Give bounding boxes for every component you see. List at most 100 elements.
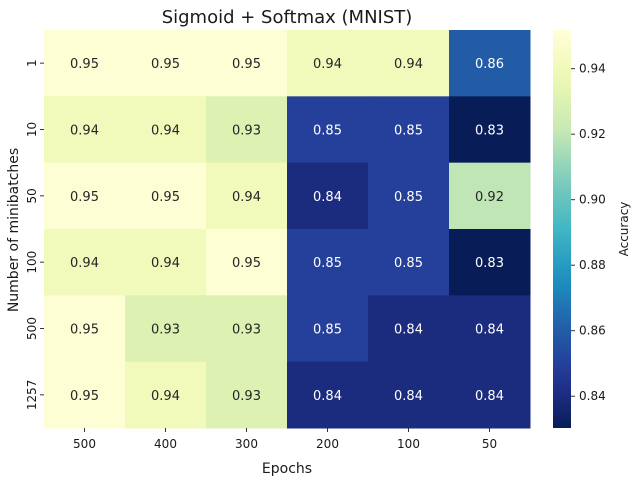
heatmap-cell	[125, 295, 207, 363]
heatmap-cell	[206, 229, 288, 296]
heatmap-cell-label: 0.85	[394, 190, 423, 205]
heatmap-cell-label: 0.86	[475, 57, 504, 72]
heatmap-cell	[44, 96, 126, 164]
heatmap-cell	[125, 96, 207, 164]
heatmap-cell	[368, 96, 450, 164]
heatmap-cell	[44, 229, 126, 296]
heatmap-cell	[44, 361, 126, 429]
heatmap-cell	[44, 162, 126, 230]
heatmap-cell-label: 0.94	[151, 124, 180, 139]
heatmap-cell-label: 0.84	[475, 389, 504, 404]
colorbar-tick-label: 0.90	[579, 193, 606, 207]
y-axis-ticks: 1 10 50 100 500 1257	[25, 59, 44, 410]
x-tick-label: 200	[316, 437, 339, 451]
heatmap-cell-label: 0.85	[313, 124, 342, 139]
heatmap-cell	[449, 30, 531, 97]
heatmap-cell	[125, 30, 207, 97]
heatmap-cell	[206, 162, 288, 230]
y-tick-label: 100	[25, 251, 39, 274]
heatmap-cell	[449, 295, 531, 363]
heatmap-cell-label: 0.85	[394, 124, 423, 139]
heatmap-cell-label: 0.85	[313, 256, 342, 271]
heatmap-cell-label: 0.95	[70, 323, 99, 338]
heatmap-cell	[449, 162, 531, 230]
heatmap-cell	[206, 361, 288, 429]
heatmap-cell-label: 0.84	[394, 389, 423, 404]
heatmap-cell	[44, 295, 126, 363]
heatmap-cell-label: 0.84	[313, 190, 342, 205]
heatmap-cell-label: 0.95	[151, 57, 180, 72]
heatmap-cell-label: 0.95	[232, 256, 261, 271]
heatmap-cell-label: 0.95	[232, 57, 261, 72]
colorbar-tick-label: 0.92	[579, 127, 606, 141]
colorbar-tick-label: 0.86	[579, 324, 606, 338]
heatmap-cell-label: 0.95	[70, 389, 99, 404]
heatmap-cell-label: 0.95	[70, 190, 99, 205]
x-tick-label: 300	[235, 437, 258, 451]
heatmap-cell-label: 0.94	[70, 124, 99, 139]
heatmap-cell	[368, 229, 450, 296]
heatmap-cell	[125, 361, 207, 429]
heatmap-cell-label: 0.95	[70, 57, 99, 72]
heatmap-cells	[44, 30, 531, 429]
y-tick-label: 50	[25, 188, 39, 203]
x-axis-label: Epochs	[262, 461, 312, 477]
colorbar: 0.84 0.86 0.88 0.90 0.92 0.94 Accuracy	[553, 30, 631, 428]
heatmap-cell-label: 0.93	[232, 124, 261, 139]
heatmap-cell	[206, 96, 288, 164]
y-axis-label: Number of minibatches	[6, 148, 22, 312]
heatmap-cell-label: 0.84	[475, 323, 504, 338]
colorbar-tick-label: 0.88	[579, 258, 606, 272]
heatmap-cell	[449, 361, 531, 429]
heatmap-cell	[287, 30, 369, 97]
heatmap-cell	[44, 30, 126, 97]
y-tick-label: 1	[25, 59, 39, 67]
colorbar-gradient	[553, 30, 571, 428]
heatmap-cell	[449, 96, 531, 164]
heatmap-cell-label: 0.85	[394, 256, 423, 271]
heatmap-cell	[206, 295, 288, 363]
x-tick-label: 50	[482, 437, 497, 451]
x-axis-ticks: 500 400 300 200 100 50	[73, 428, 497, 451]
heatmap-cell	[368, 30, 450, 97]
colorbar-tick-label: 0.94	[579, 62, 606, 76]
heatmap-cell	[287, 229, 369, 296]
heatmap-cell-label: 0.84	[313, 389, 342, 404]
heatmap-cell	[125, 162, 207, 230]
y-tick-label: 10	[25, 122, 39, 137]
heatmap-cell-label: 0.94	[151, 389, 180, 404]
heatmap-cell-label: 0.94	[232, 190, 261, 205]
colorbar-label: Accuracy	[617, 202, 631, 257]
heatmap-cell	[287, 295, 369, 363]
heatmap-cell-label: 0.83	[475, 256, 504, 271]
y-tick-label: 500	[25, 317, 39, 340]
heatmap-cell-label: 0.84	[394, 323, 423, 338]
x-tick-label: 500	[73, 437, 96, 451]
heatmap-cell	[287, 162, 369, 230]
heatmap-cell-label: 0.92	[475, 190, 504, 205]
heatmap-cell-label: 0.94	[151, 256, 180, 271]
heatmap-cell	[287, 96, 369, 164]
heatmap-cell-label: 0.93	[232, 389, 261, 404]
heatmap-cell	[125, 229, 207, 296]
heatmap-cell-label: 0.85	[313, 323, 342, 338]
heatmap-cell-labels: 0.95 0.95 0.95 0.94 0.94 0.86 0.94 0.94 0.93 0.85…	[70, 57, 504, 404]
chart-title: Sigmoid + Softmax (MNIST)	[162, 7, 413, 28]
y-tick-label: 1257	[25, 380, 39, 411]
colorbar-tick-label: 0.84	[579, 389, 606, 403]
heatmap-cell-label: 0.94	[70, 256, 99, 271]
heatmap-cell	[368, 361, 450, 429]
heatmap-cell-label: 0.94	[313, 57, 342, 72]
heatmap-cell	[368, 295, 450, 363]
heatmap-cell	[206, 30, 288, 97]
heatmap-cell-label: 0.83	[475, 124, 504, 139]
heatmap-cell	[449, 229, 531, 296]
heatmap-cell-label: 0.94	[394, 57, 423, 72]
heatmap-cell-label: 0.93	[151, 323, 180, 338]
x-tick-label: 400	[154, 437, 177, 451]
heatmap-cell-label: 0.95	[151, 190, 180, 205]
heatmap-cell-label: 0.93	[232, 323, 261, 338]
heatmap-cell	[287, 361, 369, 429]
heatmap-cell	[368, 162, 450, 230]
